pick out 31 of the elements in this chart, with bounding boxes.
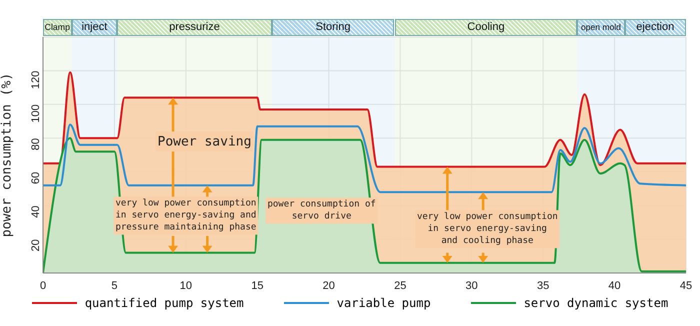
annotation: very low power consumption in servo energy-saving and pressure maintaining phase bbox=[115, 198, 256, 233]
x-tick-label: 10 bbox=[180, 280, 192, 292]
x-tick-label: 20 bbox=[322, 280, 335, 292]
legend-label: ejection bbox=[624, 19, 686, 36]
x-tick-label: 40 bbox=[608, 280, 621, 292]
legend-label: variable pump bbox=[336, 296, 431, 310]
band-label: Cooling bbox=[394, 19, 578, 36]
x-tick-label: 30 bbox=[466, 280, 478, 292]
band-label: open mold bbox=[577, 19, 625, 36]
y-tick-label: 60 bbox=[30, 172, 42, 184]
annotation: power consumption of servo drive bbox=[267, 200, 376, 222]
legend-label: servo dynamic system bbox=[524, 296, 668, 310]
band-label: Clamp bbox=[43, 19, 72, 36]
band-label: Storing bbox=[272, 19, 394, 36]
y-tick-label: 80 bbox=[30, 138, 42, 150]
x-tick-label: 45 bbox=[680, 280, 692, 292]
x-tick-label: 15 bbox=[251, 280, 264, 292]
legend-label: quantified pump system bbox=[84, 296, 244, 310]
y-tick-label: 120 bbox=[30, 70, 42, 90]
y-tick-label: 40 bbox=[30, 206, 42, 218]
band-label: pressurize bbox=[117, 19, 272, 36]
y-tick-label: 20 bbox=[30, 239, 42, 252]
y-tick-label: 100 bbox=[30, 104, 42, 123]
x-tick-label: 5 bbox=[111, 280, 118, 292]
y-axis-title: power consumption (%) bbox=[0, 72, 15, 238]
x-tick-label: 25 bbox=[394, 280, 406, 292]
legend-label: inject bbox=[72, 19, 118, 36]
annotation: Power saving bbox=[158, 134, 252, 150]
x-tick-label: 0 bbox=[40, 280, 46, 292]
x-tick-label: 35 bbox=[536, 280, 550, 292]
annotation: very low power consumption in servo energy-saving and cooling phase bbox=[416, 212, 558, 246]
